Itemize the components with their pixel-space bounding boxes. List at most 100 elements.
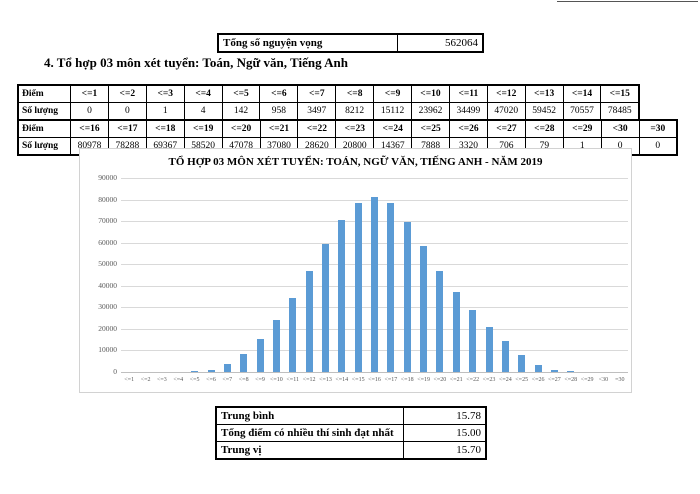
x-tick-label: <=28 (564, 377, 578, 383)
y-tick-label: 60000 (98, 237, 117, 247)
score-threshold-header: <=25 (411, 119, 451, 138)
y-tick-label: 40000 (98, 280, 117, 290)
count-value-cell: 78485 (600, 102, 640, 121)
y-tick-label: 70000 (98, 216, 117, 226)
bar (420, 246, 428, 372)
statistics-table: Trung bình 15.78 Tổng điểm có nhiều thí … (215, 406, 487, 460)
x-tick-label: <=24 (498, 377, 512, 383)
score-distribution-table-part1: Điểm <=1 <=2 <=3 <=4 <=5 <=6 <=7 <=8 <=9 <=10 <=11 <… (17, 84, 640, 121)
count-value-cell: 958 (259, 102, 299, 121)
x-tick-label: <=26 (531, 377, 545, 383)
y-tick-label: 10000 (98, 345, 117, 355)
x-tick-label: <=13 (319, 377, 332, 383)
x-tick-label: <=25 (515, 377, 529, 383)
bar (223, 364, 231, 372)
x-tick-label: <=9 (255, 377, 265, 383)
y-tick-label: 90000 (98, 173, 117, 182)
count-row: Số lượng 0 0 1 4 142 958 3497 8212 15112 23962 3449… (17, 102, 640, 121)
x-tick-label: <=14 (335, 377, 349, 383)
bar (321, 244, 329, 372)
count-value-cell: 0 (638, 137, 678, 156)
total-aspirations-value: 562064 (445, 37, 478, 49)
x-tick-label: <=7 (222, 377, 233, 383)
score-threshold-header: <=27 (486, 119, 526, 138)
bar (272, 320, 280, 372)
x-tick-label: <=5 (189, 377, 200, 383)
bar (256, 339, 264, 372)
count-value-cell: 8212 (335, 102, 375, 121)
x-tick-label: <=12 (302, 377, 316, 383)
score-threshold-header: <=9 (373, 84, 413, 103)
bar (387, 203, 395, 372)
score-threshold-header: <=13 (524, 84, 564, 103)
chart-title: TỔ HỢP 03 MÔN XÉT TUYỂN: TOÁN, NGỮ VĂN, … (168, 156, 543, 168)
table-row: Trung bình 15.78 (215, 406, 487, 425)
score-threshold-header: <=20 (221, 119, 261, 138)
x-tick-label: <=17 (384, 377, 398, 383)
score-threshold-header: <=28 (524, 119, 564, 138)
x-tick-label: <30 (598, 377, 609, 383)
bar (289, 298, 297, 372)
y-gridline (121, 178, 628, 179)
bar (567, 371, 575, 372)
count-value-cell: 0 (70, 102, 109, 121)
score-header-row: Điểm <=16 <=17 <=18 <=19 <=20 <=21 <=22 <=23 <=24… (17, 119, 678, 138)
bar (191, 371, 199, 372)
score-threshold-header: <=6 (259, 84, 299, 103)
count-value-cell: 3497 (297, 102, 337, 121)
count-value-cell: 15112 (373, 102, 413, 121)
bar (338, 220, 346, 372)
table-row: Trung vị 15.70 (215, 441, 487, 460)
x-tick-label: <=1 (124, 377, 135, 383)
count-row-header: Số lượng (17, 137, 71, 156)
x-tick-label: <=10 (269, 377, 283, 383)
x-tick-label: <=4 (173, 377, 184, 383)
score-threshold-header: <=26 (449, 119, 488, 138)
y-tick-label: 0 (113, 367, 117, 376)
bar (354, 203, 362, 372)
count-value-cell: 23962 (411, 102, 450, 121)
bar (305, 271, 313, 372)
x-tick-label: <=16 (368, 377, 381, 383)
bar (534, 365, 542, 372)
x-tick-label: <=6 (206, 377, 216, 383)
x-tick-label: <=19 (417, 377, 430, 383)
x-tick-label: <=20 (433, 377, 447, 383)
x-tick-label: <=18 (400, 377, 414, 383)
count-value-cell: 34499 (448, 102, 488, 121)
x-tick-label: <=3 (156, 377, 167, 383)
score-threshold-header: <=18 (145, 119, 185, 138)
x-tick-label: =30 (615, 377, 625, 383)
bar (436, 271, 444, 372)
section-heading: 4. Tổ hợp 03 môn xét tuyển: Toán, Ngữ vă… (44, 55, 348, 70)
score-threshold-header: <=7 (297, 84, 337, 103)
score-header-row: Điểm <=1 <=2 <=3 <=4 <=5 <=6 <=7 <=8 <=9 <=10 <=11 <… (17, 84, 640, 103)
x-tick-label: <=15 (351, 377, 365, 383)
count-value-cell: 59452 (524, 102, 564, 121)
table-row: Tổng điểm có nhiều thí sinh đạt nhất 15.… (215, 424, 487, 442)
count-value-cell: 0 (107, 102, 147, 121)
score-threshold-header: <=4 (183, 84, 223, 103)
x-tick-label: <=2 (140, 377, 151, 383)
score-threshold-header: <=19 (183, 119, 223, 138)
bar (207, 370, 215, 372)
cropped-border-fragment (557, 1, 698, 2)
x-tick-label: <=21 (449, 377, 463, 383)
y-tick-label: 80000 (98, 194, 117, 204)
x-tick-label: <=29 (580, 377, 594, 383)
bar (550, 370, 558, 372)
x-tick-label: <=11 (286, 377, 299, 383)
count-value-cell: 1 (145, 102, 185, 121)
score-threshold-header: <=10 (411, 84, 450, 103)
bar (469, 310, 477, 372)
score-threshold-header: <=29 (562, 119, 602, 138)
stat-label-mode: Tổng điểm có nhiều thí sinh đạt nhất (215, 424, 404, 442)
score-threshold-header: <=1 (70, 84, 109, 103)
score-threshold-header: <=24 (373, 119, 413, 138)
bar (240, 354, 248, 372)
score-distribution-chart: TỔ HỢP 03 MÔN XÉT TUYỂN: TOÁN, NGỮ VĂN, … (79, 148, 632, 393)
score-threshold-header: <=22 (297, 119, 337, 138)
score-threshold-header: <=3 (145, 84, 185, 103)
score-threshold-header: <=17 (107, 119, 147, 138)
